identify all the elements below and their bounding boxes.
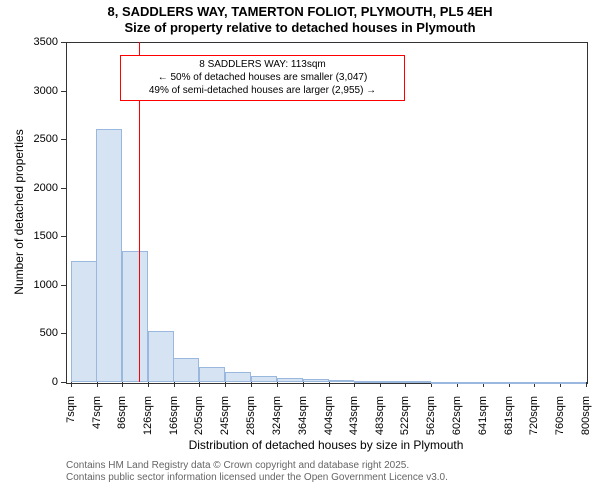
ytick-label: 3000 <box>34 85 58 97</box>
xtick-mark <box>199 382 200 387</box>
xtick-label: 404sqm <box>323 396 335 446</box>
xtick-mark <box>303 382 304 387</box>
footer-line-2: Contains public sector information licen… <box>66 472 448 484</box>
histogram-bar <box>122 251 148 382</box>
ytick-label: 2500 <box>34 133 58 145</box>
histogram-bar <box>173 358 199 382</box>
xtick-mark <box>277 382 278 387</box>
chart-container: 8, SADDLERS WAY, TAMERTON FOLIOT, PLYMOU… <box>0 0 600 500</box>
xtick-label: 324sqm <box>271 396 283 446</box>
ytick-mark <box>61 285 66 286</box>
xtick-label: 166sqm <box>168 396 180 446</box>
histogram-bar <box>560 382 586 384</box>
histogram-bar <box>431 382 457 384</box>
histogram-bar <box>199 367 225 382</box>
annotation-line-1: 8 SADDLERS WAY: 113sqm <box>125 58 400 71</box>
xtick-label: 760sqm <box>554 396 566 446</box>
xtick-label: 245sqm <box>219 396 231 446</box>
xtick-mark <box>71 382 72 387</box>
xtick-label: 7sqm <box>65 396 77 446</box>
annotation-line-3: 49% of semi-detached houses are larger (… <box>125 84 400 97</box>
histogram-bar <box>71 261 97 382</box>
footer-line-1: Contains HM Land Registry data © Crown c… <box>66 460 448 472</box>
xtick-label: 522sqm <box>399 396 411 446</box>
histogram-bar <box>225 372 251 382</box>
histogram-bar <box>96 129 122 382</box>
xtick-mark <box>174 382 175 387</box>
xtick-label: 205sqm <box>193 396 205 446</box>
histogram-bar <box>354 381 380 383</box>
xtick-label: 800sqm <box>580 396 592 446</box>
xtick-mark <box>97 382 98 387</box>
y-axis-label: Number of detached properties <box>12 42 26 382</box>
xtick-mark <box>251 382 252 387</box>
histogram-bar <box>303 379 329 382</box>
xtick-mark <box>122 382 123 387</box>
title-line-1: 8, SADDLERS WAY, TAMERTON FOLIOT, PLYMOU… <box>0 4 600 20</box>
histogram-bar <box>328 380 354 382</box>
ytick-label: 1000 <box>34 279 58 291</box>
histogram-bar <box>483 382 509 384</box>
xtick-label: 364sqm <box>297 396 309 446</box>
ytick-mark <box>61 42 66 43</box>
ytick-mark <box>61 91 66 92</box>
xtick-mark <box>329 382 330 387</box>
xtick-mark <box>225 382 226 387</box>
histogram-bar <box>251 376 277 382</box>
xtick-label: 86sqm <box>116 396 128 446</box>
histogram-bar <box>148 331 174 382</box>
ytick-label: 2000 <box>34 182 58 194</box>
ytick-label: 500 <box>40 327 58 339</box>
ytick-label: 1500 <box>34 230 58 242</box>
xtick-mark <box>586 382 587 387</box>
ytick-mark <box>61 236 66 237</box>
footer-attribution: Contains HM Land Registry data © Crown c… <box>66 460 448 484</box>
xtick-label: 483sqm <box>374 396 386 446</box>
xtick-label: 126sqm <box>142 396 154 446</box>
xtick-label: 720sqm <box>528 396 540 446</box>
ytick-mark <box>61 188 66 189</box>
xtick-label: 285sqm <box>245 396 257 446</box>
ytick-mark <box>61 382 66 383</box>
annotation-line-2: ← 50% of detached houses are smaller (3,… <box>125 71 400 84</box>
xtick-label: 602sqm <box>451 396 463 446</box>
xtick-label: 641sqm <box>477 396 489 446</box>
ytick-mark <box>61 333 66 334</box>
xtick-mark <box>148 382 149 387</box>
histogram-bar <box>405 381 431 383</box>
xtick-label: 562sqm <box>425 396 437 446</box>
ytick-mark <box>61 139 66 140</box>
histogram-bar <box>277 378 303 382</box>
histogram-bar <box>457 382 483 384</box>
xtick-label: 443sqm <box>348 396 360 446</box>
chart-title: 8, SADDLERS WAY, TAMERTON FOLIOT, PLYMOU… <box>0 4 600 35</box>
histogram-bar <box>379 381 405 383</box>
annotation-box: 8 SADDLERS WAY: 113sqm ← 50% of detached… <box>120 55 405 101</box>
histogram-bar <box>508 382 534 384</box>
ytick-label: 0 <box>52 376 58 388</box>
title-line-2: Size of property relative to detached ho… <box>0 20 600 36</box>
xtick-label: 681sqm <box>503 396 515 446</box>
histogram-bar <box>534 382 560 384</box>
xtick-label: 47sqm <box>91 396 103 446</box>
ytick-label: 3500 <box>34 36 58 48</box>
